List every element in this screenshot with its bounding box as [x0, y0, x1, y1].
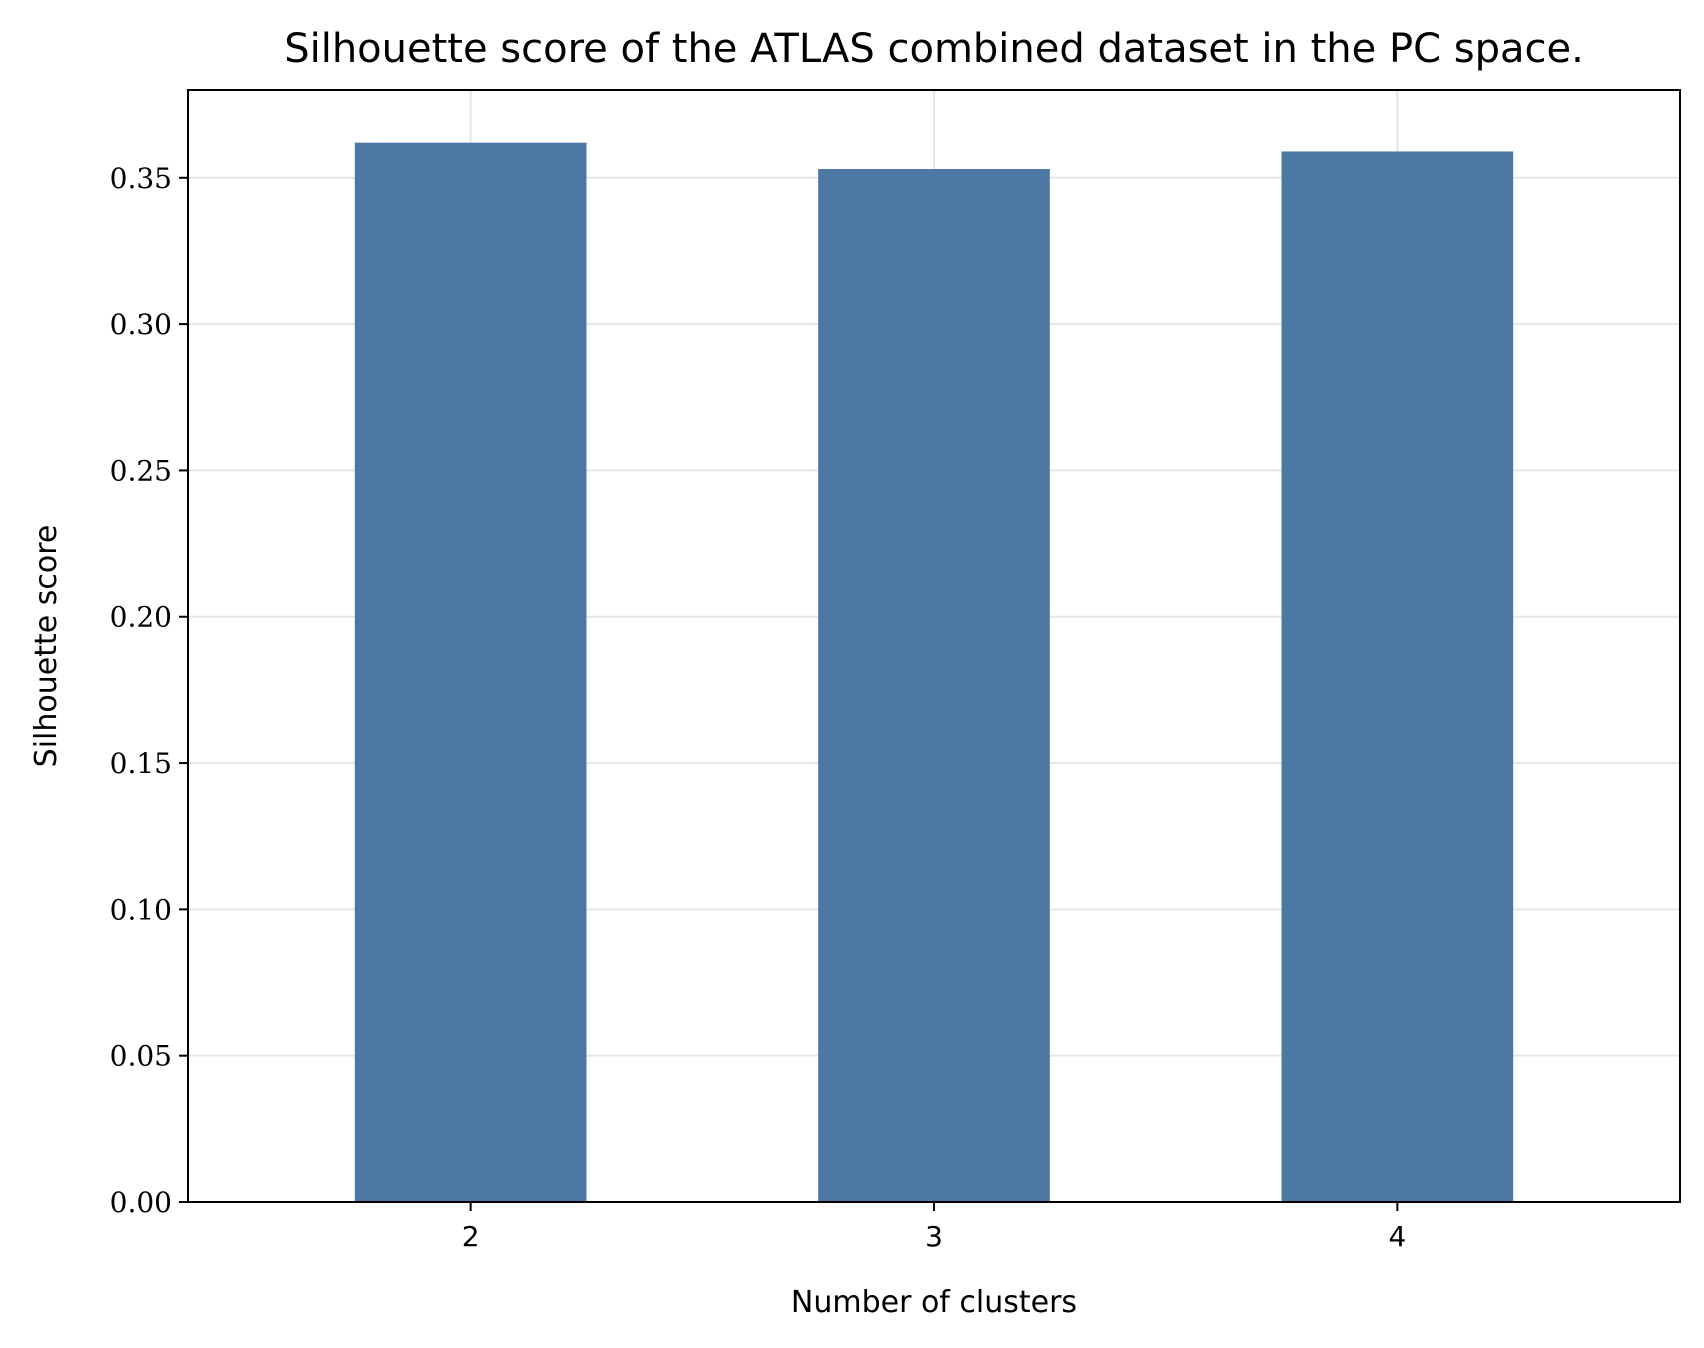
- bars: [354, 142, 1514, 1203]
- y-axis-ticks: 0.00 0.05 0.10 0.15 0.20 0.25 0.30 0.35: [110, 162, 188, 1219]
- bar-4: [1281, 151, 1514, 1202]
- chart-title: Silhouette score of the ATLAS combined d…: [284, 26, 1584, 72]
- bar-2: [354, 142, 587, 1202]
- y-tick-label: 0.20: [110, 601, 172, 634]
- x-tick-label: 3: [925, 1220, 943, 1253]
- y-axis-label: Silhouette score: [29, 525, 64, 768]
- y-tick-label: 0.30: [110, 308, 172, 341]
- y-tick-label: 0.25: [110, 454, 172, 487]
- x-tick-label: 4: [1388, 1220, 1406, 1253]
- x-tick-label: 2: [462, 1220, 480, 1253]
- bar-3: [818, 169, 1050, 1203]
- y-tick-label: 0.05: [110, 1040, 172, 1073]
- y-tick-label: 0.00: [110, 1186, 172, 1219]
- y-tick-label: 0.10: [110, 893, 172, 926]
- x-axis-label: Number of clusters: [791, 1285, 1077, 1320]
- x-axis-ticks: 2 3 4: [462, 1202, 1406, 1253]
- y-tick-label: 0.15: [110, 747, 172, 780]
- y-tick-label: 0.35: [110, 162, 172, 195]
